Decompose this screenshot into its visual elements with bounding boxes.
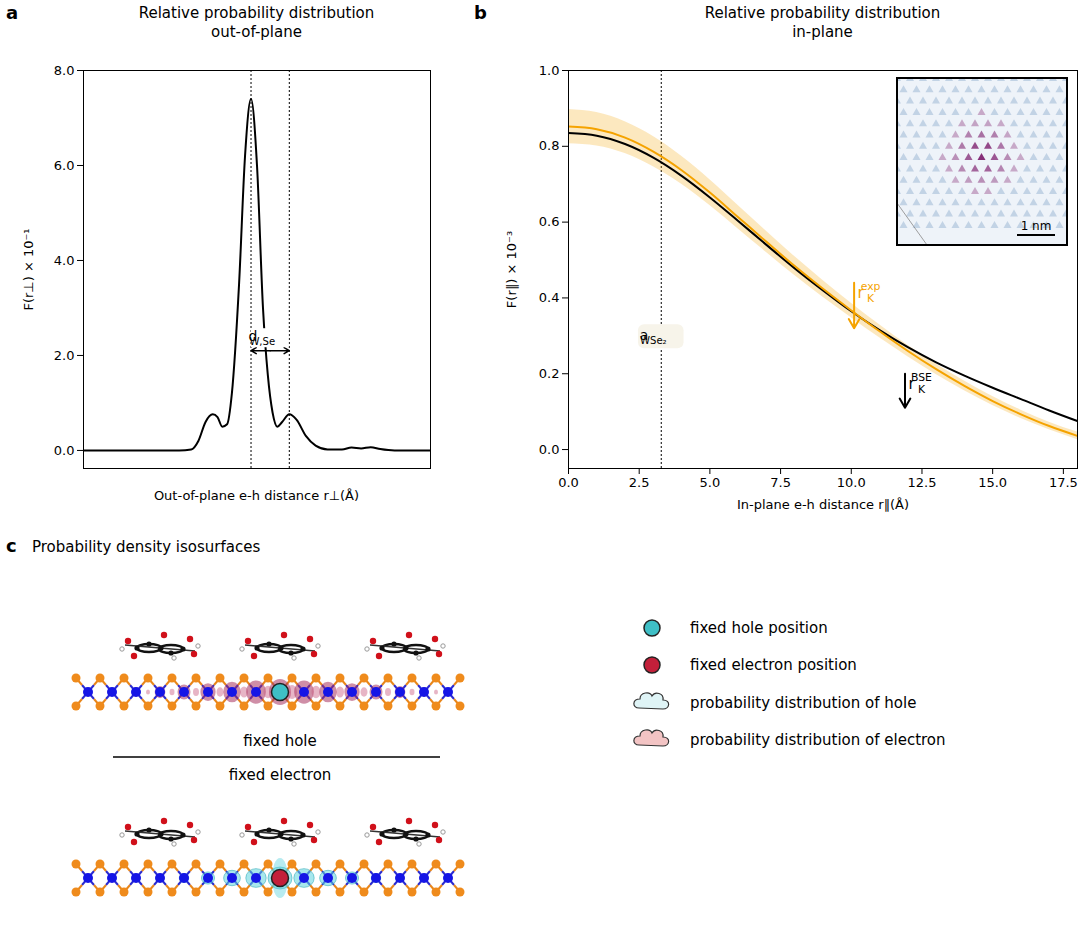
svg-text:6.0: 6.0 [54, 158, 75, 173]
svg-text:exp: exp [861, 280, 881, 293]
html-text:Relative probability distribut: Relative probability distribution in-pla… [704, 4, 941, 41]
svg-text:probability distribution of ho: probability distribution of hole [690, 694, 916, 712]
svg-text:W,Se: W,Se [249, 336, 275, 347]
svg-text:2.5: 2.5 [629, 475, 650, 490]
html-text:b: b [474, 2, 487, 23]
svg-text:0.0: 0.0 [539, 442, 560, 457]
svg-text:8.0: 8.0 [54, 63, 75, 78]
html-text:Relative probability distribut: Relative probability distribution out-of… [138, 4, 375, 41]
svg-text:fixed electron position: fixed electron position [690, 656, 857, 674]
svg-text:0.4: 0.4 [539, 290, 560, 305]
svg-text:0.0: 0.0 [54, 443, 75, 458]
html-text:a: a [6, 2, 19, 23]
svg-text:15.0: 15.0 [978, 475, 1007, 490]
svg-text:F(r∥) × 10⁻³: F(r∥) × 10⁻³ [504, 231, 519, 308]
svg-text:2.0: 2.0 [54, 348, 75, 363]
svg-text:c: c [6, 535, 17, 556]
svg-text:10.0: 10.0 [837, 475, 866, 490]
svg-text:12.5: 12.5 [907, 475, 936, 490]
svg-text:fixed hole: fixed hole [243, 732, 316, 750]
svg-text:0.2: 0.2 [539, 366, 560, 381]
svg-text:fixed hole position: fixed hole position [690, 619, 828, 637]
svg-text:K: K [918, 383, 926, 396]
html-text:Out-of-plane e-h distance r⊥(Å: Out-of-plane e-h distance r⊥(Å) [153, 488, 360, 503]
svg-text:0.6: 0.6 [539, 214, 560, 229]
svg-text:5.0: 5.0 [700, 475, 721, 490]
svg-text:Probability density isosurface: Probability density isosurfaces [32, 538, 260, 556]
svg-text:WSe₂: WSe₂ [640, 335, 667, 346]
svg-text:1.0: 1.0 [539, 63, 560, 78]
svg-text:probability distribution of el: probability distribution of electron [690, 731, 946, 749]
svg-text:fixed electron: fixed electron [229, 766, 332, 784]
svg-text:K: K [867, 292, 875, 305]
svg-text:BSE: BSE [911, 371, 932, 384]
svg-text:7.5: 7.5 [770, 475, 791, 490]
svg-text:17.5: 17.5 [1049, 475, 1078, 490]
svg-text:0.0: 0.0 [558, 475, 579, 490]
svg-text:4.0: 4.0 [54, 253, 75, 268]
svg-text:In-plane e-h distance r∥(Å): In-plane e-h distance r∥(Å) [737, 497, 909, 512]
svg-text:0.8: 0.8 [539, 138, 560, 153]
svg-text:F(r⊥) × 10⁻¹: F(r⊥) × 10⁻¹ [21, 228, 36, 310]
svg-text:1 nm: 1 nm [1021, 219, 1052, 233]
